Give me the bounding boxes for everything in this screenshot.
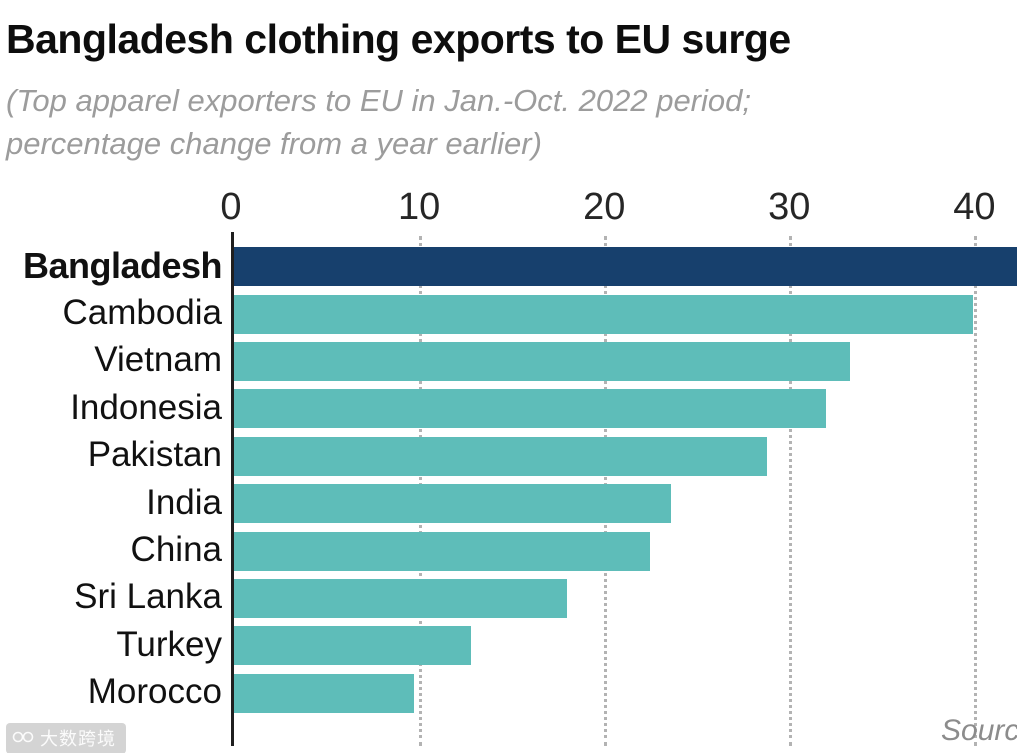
category-label: Turkey [116,625,222,665]
category-label: Cambodia [62,293,222,333]
bar [234,578,568,618]
watermark-text: 大数跨境 [40,729,116,749]
bar-row-cambodia: Cambodia [0,290,1017,337]
chart-subtitle: (Top apparel exporters to EU in Jan.-Oct… [6,80,751,166]
bar-row-india: India [0,480,1017,527]
bar [234,389,827,429]
chart-subtitle-line2: percentage change from a year earlier) [6,125,542,161]
y-axis-line [231,232,234,746]
bar-row-bangladesh: Bangladesh [0,243,1017,290]
category-label: Morocco [87,672,222,712]
bar-row-vietnam: Vietnam [0,338,1017,385]
watermark-logo-icon [12,728,34,749]
bar [234,436,768,476]
chart-subtitle-line1: (Top apparel exporters to EU in Jan.-Oct… [6,83,751,118]
bar [234,341,851,381]
tick-label-40: 40 [953,186,996,228]
bar [234,247,1017,287]
bar [234,673,414,713]
bar-row-morocco: Morocco [0,670,1017,717]
plot-area: Bangladesh Cambodia Vietnam Indonesia Pakist… [0,232,1017,746]
bar [234,626,471,666]
x-axis-tick-labels: 0 10 20 30 40 [0,186,1017,234]
gridline-30 [789,236,793,746]
category-label: Indonesia [70,388,222,428]
watermark: 大数跨境 [6,723,126,753]
bar [234,531,651,571]
bar [234,294,973,334]
bar-row-indonesia: Indonesia [0,385,1017,432]
category-label: Sri Lanka [74,577,222,617]
bar [234,484,671,524]
bar-row-pakistan: Pakistan [0,433,1017,480]
category-label: China [130,530,222,570]
gridline-40 [974,236,978,746]
category-label: India [146,482,222,522]
bar-row-sri-lanka: Sri Lanka [0,575,1017,622]
bar-row-china: China [0,527,1017,574]
source-label: Sourc [941,714,1017,747]
tick-label-0: 0 [220,186,242,228]
tick-label-30: 30 [768,186,811,228]
chart-title: Bangladesh clothing exports to EU surge [6,16,791,62]
tick-label-20: 20 [583,186,626,228]
category-label: Pakistan [87,435,222,475]
category-label: Vietnam [94,340,222,380]
tick-label-10: 10 [397,186,441,228]
category-label: Bangladesh [22,244,223,286]
bar-row-turkey: Turkey [0,622,1017,669]
